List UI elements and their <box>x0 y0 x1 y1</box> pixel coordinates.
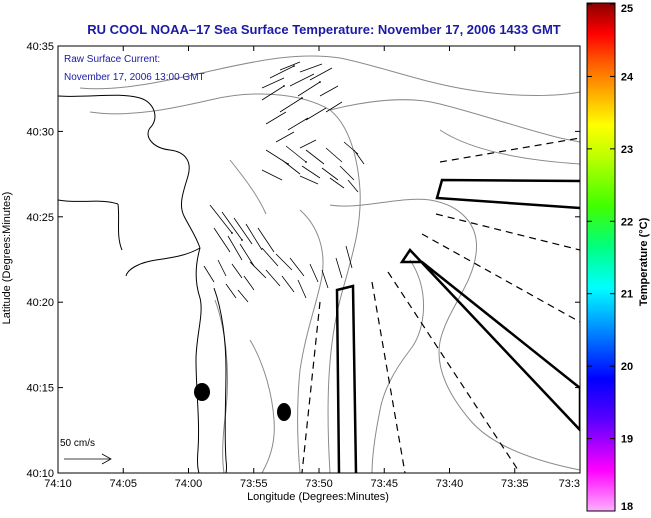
radar-beam-boxes <box>335 178 580 473</box>
radar-beam-dashed <box>301 137 580 473</box>
x-tick-label: 73:40 <box>436 478 464 490</box>
colorbar <box>586 2 616 512</box>
colorbar-tick-label: 18 <box>621 501 633 513</box>
y-tick-label: 40:35 <box>26 41 54 53</box>
colorbar-ticks: 25 24 23 22 21 20 19 18 <box>587 3 634 513</box>
map-layers <box>58 55 580 473</box>
colorbar-tick-label: 19 <box>621 434 633 446</box>
colorbar-label: Temperature (°C) <box>638 217 650 306</box>
colorbar-tick-label: 21 <box>621 289 633 301</box>
figure-title: RU COOL NOAA–17 Sea Surface Temperature:… <box>87 22 561 37</box>
x-tick-label: 73:50 <box>305 478 333 490</box>
current-timestamp: November 17, 2006 13:00 GMT <box>64 72 205 83</box>
colorbar-tick-label: 24 <box>621 71 634 83</box>
y-tick-label: 40:20 <box>26 297 54 309</box>
x-tick-label: 74:05 <box>109 478 137 490</box>
surface-current-vectors <box>203 61 365 303</box>
x-tick-label: 73:35 <box>501 478 529 490</box>
plot-area <box>58 46 580 473</box>
bathymetry-contours <box>79 55 580 473</box>
colorbar-tick-label: 22 <box>621 216 633 228</box>
y-axis-label: Latitude (Degrees:Minutes) <box>1 192 13 325</box>
data-blob-2 <box>277 403 291 421</box>
coastline <box>58 94 227 473</box>
y-tick-label: 40:10 <box>26 468 54 480</box>
scale-arrow <box>64 453 112 465</box>
y-axis-ticks: 40:35 40:30 40:25 40:20 40:15 40:10 <box>26 41 580 480</box>
y-tick-label: 40:25 <box>26 212 54 224</box>
current-label: Raw Surface Current: <box>64 54 160 65</box>
x-axis-label: Longitude (Degrees:Minutes) <box>247 491 389 503</box>
colorbar-tick-label: 20 <box>621 361 633 373</box>
x-tick-label: 74:00 <box>175 478 203 490</box>
x-tick-label: 73:55 <box>240 478 268 490</box>
x-axis-ticks: 74:10 74:05 74:00 73:55 73:50 73:45 73:40 73:35… <box>44 46 581 490</box>
y-tick-label: 40:30 <box>26 126 54 138</box>
y-tick-label: 40:15 <box>26 383 54 395</box>
vector-heads <box>231 65 321 241</box>
x-tick-label: 73:3 <box>559 478 580 490</box>
scale-label: 50 cm/s <box>60 438 95 449</box>
colorbar-tick-label: 23 <box>621 144 633 156</box>
colorbar-tick-label: 25 <box>621 3 633 15</box>
data-blob-1 <box>194 383 210 401</box>
x-tick-label: 73:45 <box>370 478 398 490</box>
x-tick-label: 74:10 <box>44 478 72 490</box>
